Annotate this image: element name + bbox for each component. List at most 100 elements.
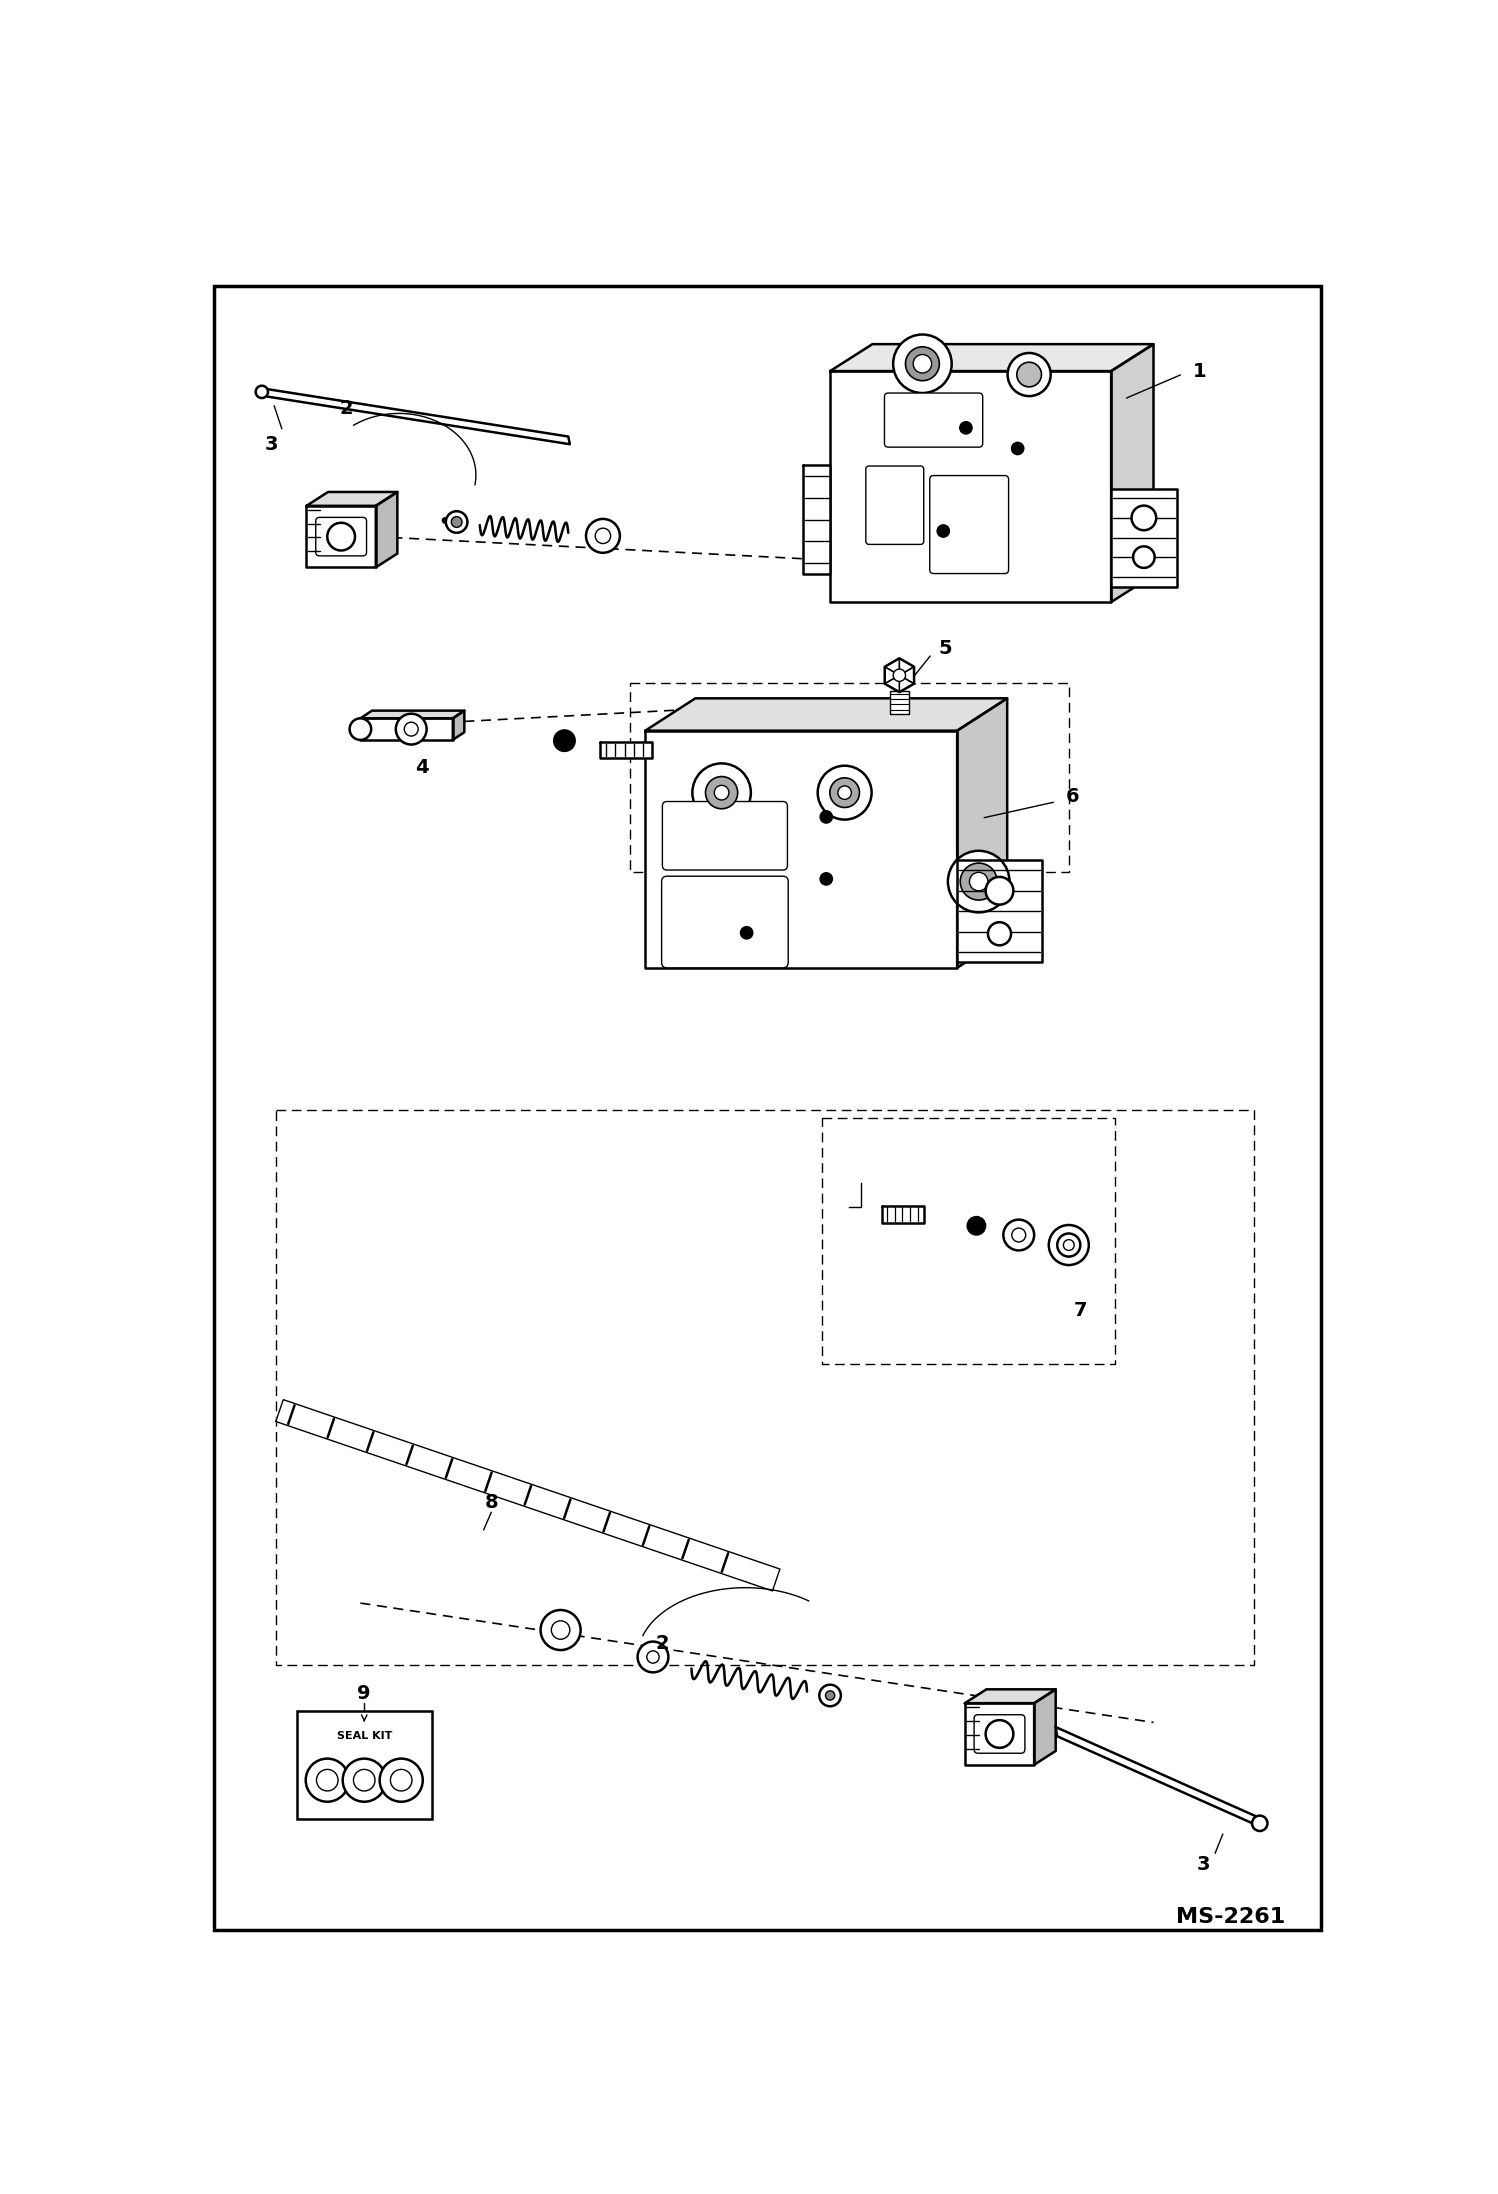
Circle shape bbox=[837, 785, 851, 799]
Text: 2: 2 bbox=[339, 399, 352, 417]
Circle shape bbox=[638, 1641, 668, 1672]
Text: 9: 9 bbox=[358, 1685, 372, 1703]
Circle shape bbox=[541, 1610, 581, 1650]
Text: 7: 7 bbox=[1074, 1301, 1088, 1321]
Text: 6: 6 bbox=[1067, 788, 1080, 807]
Circle shape bbox=[818, 766, 872, 821]
Circle shape bbox=[830, 779, 860, 807]
Circle shape bbox=[986, 1720, 1013, 1749]
Polygon shape bbox=[885, 676, 899, 691]
Circle shape bbox=[595, 529, 611, 544]
Polygon shape bbox=[307, 491, 397, 507]
Polygon shape bbox=[885, 667, 899, 685]
Text: 3: 3 bbox=[265, 434, 279, 454]
Polygon shape bbox=[957, 698, 1007, 968]
Polygon shape bbox=[957, 860, 1041, 963]
Circle shape bbox=[715, 785, 730, 801]
Circle shape bbox=[451, 516, 461, 527]
Circle shape bbox=[706, 777, 737, 810]
Circle shape bbox=[395, 713, 427, 744]
Circle shape bbox=[1011, 443, 1023, 454]
Circle shape bbox=[1058, 1233, 1080, 1257]
FancyBboxPatch shape bbox=[662, 801, 788, 871]
FancyBboxPatch shape bbox=[662, 875, 788, 968]
Text: SEAL KIT: SEAL KIT bbox=[337, 1731, 392, 1740]
FancyBboxPatch shape bbox=[884, 393, 983, 448]
Circle shape bbox=[692, 764, 750, 823]
Bar bbox=[297, 1711, 431, 1819]
Polygon shape bbox=[646, 731, 957, 968]
Circle shape bbox=[327, 522, 355, 551]
FancyBboxPatch shape bbox=[974, 1716, 1025, 1753]
Circle shape bbox=[647, 1650, 659, 1663]
Polygon shape bbox=[361, 717, 452, 739]
Text: 3: 3 bbox=[1197, 1856, 1210, 1874]
Circle shape bbox=[1064, 1240, 1074, 1251]
Circle shape bbox=[969, 873, 989, 891]
Circle shape bbox=[948, 851, 1010, 913]
Circle shape bbox=[1131, 505, 1156, 531]
Circle shape bbox=[893, 333, 951, 393]
Circle shape bbox=[343, 1760, 386, 1801]
Text: 1: 1 bbox=[1192, 362, 1206, 380]
FancyBboxPatch shape bbox=[866, 465, 924, 544]
Circle shape bbox=[349, 717, 372, 739]
Text: 2: 2 bbox=[655, 1635, 670, 1652]
Circle shape bbox=[404, 722, 418, 735]
Circle shape bbox=[1004, 1220, 1034, 1251]
Circle shape bbox=[960, 862, 998, 900]
Circle shape bbox=[938, 524, 950, 538]
Polygon shape bbox=[803, 465, 830, 575]
Circle shape bbox=[354, 1768, 374, 1790]
Polygon shape bbox=[830, 344, 1153, 371]
Circle shape bbox=[586, 520, 620, 553]
Circle shape bbox=[391, 1768, 412, 1790]
Polygon shape bbox=[452, 711, 464, 739]
Bar bbox=[890, 691, 909, 713]
Circle shape bbox=[960, 421, 972, 434]
Circle shape bbox=[893, 669, 906, 682]
FancyBboxPatch shape bbox=[930, 476, 1008, 573]
Text: 4: 4 bbox=[415, 759, 428, 777]
FancyBboxPatch shape bbox=[316, 518, 367, 555]
Polygon shape bbox=[307, 507, 376, 568]
Circle shape bbox=[554, 731, 575, 753]
Circle shape bbox=[819, 873, 833, 884]
Polygon shape bbox=[261, 388, 569, 443]
Circle shape bbox=[968, 1215, 986, 1235]
Circle shape bbox=[1008, 353, 1050, 397]
Circle shape bbox=[989, 921, 1011, 946]
Polygon shape bbox=[965, 1689, 1056, 1703]
Circle shape bbox=[819, 812, 833, 823]
Circle shape bbox=[1011, 1229, 1026, 1242]
Circle shape bbox=[986, 878, 1013, 904]
Circle shape bbox=[1017, 362, 1041, 386]
Circle shape bbox=[446, 511, 467, 533]
Polygon shape bbox=[1112, 344, 1153, 601]
Polygon shape bbox=[965, 1703, 1034, 1764]
Text: MS-2261: MS-2261 bbox=[1176, 1907, 1285, 1926]
Circle shape bbox=[825, 1692, 834, 1700]
Circle shape bbox=[740, 926, 753, 939]
Polygon shape bbox=[1112, 489, 1176, 586]
Polygon shape bbox=[1034, 1689, 1056, 1764]
Circle shape bbox=[316, 1768, 339, 1790]
Polygon shape bbox=[376, 491, 397, 568]
Polygon shape bbox=[276, 1400, 780, 1591]
Circle shape bbox=[905, 347, 939, 382]
Polygon shape bbox=[899, 667, 914, 685]
Polygon shape bbox=[899, 676, 914, 691]
Polygon shape bbox=[1056, 1727, 1263, 1828]
Text: 5: 5 bbox=[939, 638, 953, 658]
Circle shape bbox=[914, 355, 932, 373]
Circle shape bbox=[551, 1621, 569, 1639]
Polygon shape bbox=[361, 711, 464, 717]
Circle shape bbox=[819, 1685, 840, 1707]
Text: 8: 8 bbox=[484, 1494, 499, 1512]
Polygon shape bbox=[599, 742, 652, 757]
Circle shape bbox=[1252, 1817, 1267, 1832]
Circle shape bbox=[256, 386, 268, 397]
Polygon shape bbox=[830, 371, 1112, 601]
Polygon shape bbox=[882, 1207, 924, 1222]
Polygon shape bbox=[899, 658, 914, 676]
